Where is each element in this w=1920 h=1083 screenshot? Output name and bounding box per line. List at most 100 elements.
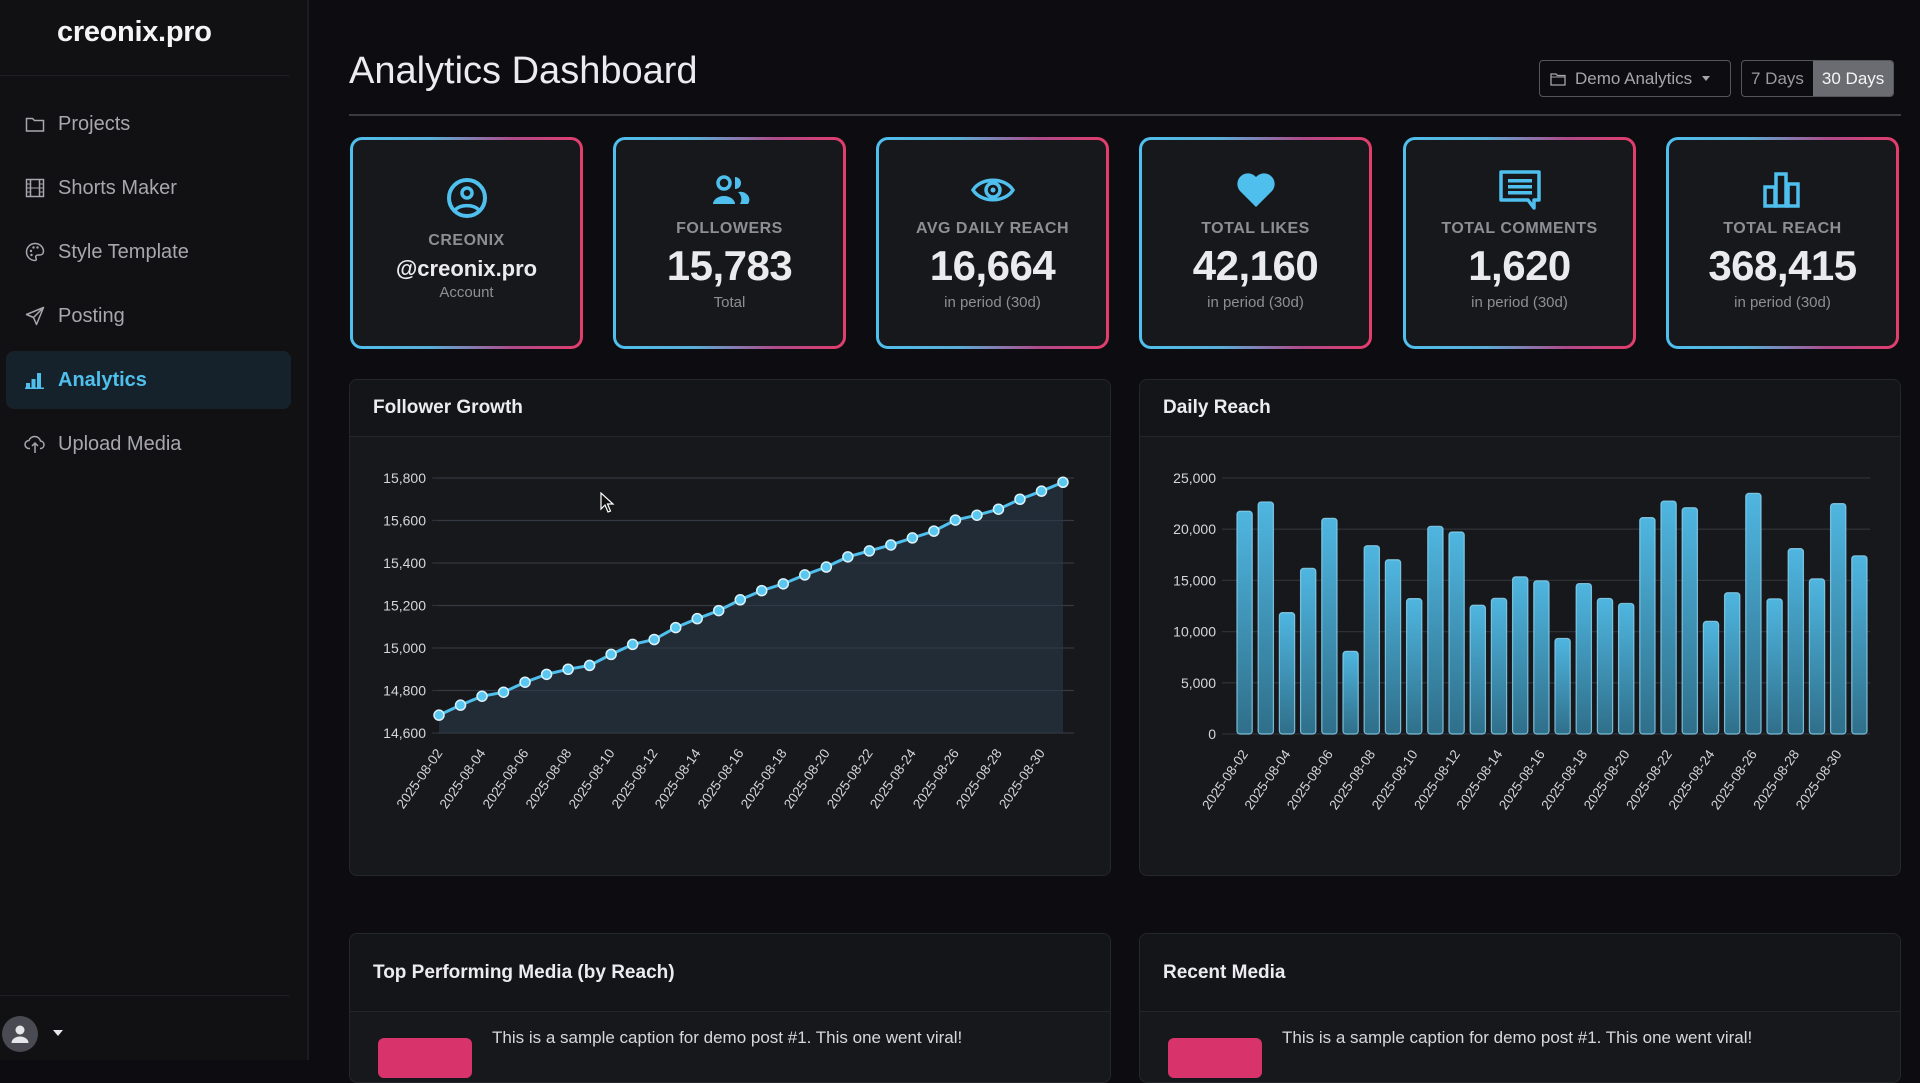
y-tick-label: 10,000 (1173, 624, 1216, 640)
folder-icon (24, 113, 46, 135)
sidebar-item-analytics[interactable]: Analytics (6, 351, 291, 409)
data-point (992, 503, 1005, 515)
media-list-item[interactable]: This is a sample caption for demo post #… (350, 1012, 1110, 1078)
bar (1278, 612, 1296, 735)
data-point (949, 514, 962, 526)
divider (0, 75, 289, 76)
bar (1363, 545, 1381, 735)
bar (1681, 507, 1699, 735)
range-30-days-button[interactable]: 30 Days (1812, 61, 1894, 96)
stat-sub: in period (30d) (1207, 294, 1304, 311)
data-point (454, 699, 467, 711)
area-fill (439, 482, 1063, 733)
range-7-days-button[interactable]: 7 Days (1751, 68, 1804, 88)
stat-sub: in period (30d) (1734, 294, 1831, 311)
brand-logo[interactable]: creonix.pro (57, 16, 212, 48)
data-point (476, 690, 488, 702)
stat-sub: in period (30d) (944, 294, 1041, 311)
data-point (863, 545, 876, 557)
data-point (540, 668, 553, 681)
data-point (756, 584, 768, 597)
send-icon (24, 305, 46, 327)
top-media-panel: Top Performing Media (by Reach) This is … (349, 933, 1111, 1083)
project-select[interactable]: Demo Analytics (1539, 60, 1731, 97)
stat-label: TOTAL COMMENTS (1441, 220, 1598, 237)
bar (1299, 567, 1317, 735)
data-point (1035, 485, 1048, 497)
bar (1511, 576, 1529, 735)
y-tick-label: 15,000 (383, 640, 426, 656)
stat-sub: in period (30d) (1471, 294, 1568, 311)
panel-title: Top Performing Media (by Reach) (350, 934, 1110, 1012)
daily-reach-panel: Daily Reach 0 5,000 10,000 15,000 20,000 25,0… (1139, 379, 1901, 876)
stat-card-total-comments: TOTAL COMMENTS 1,620 in period (30d) (1403, 137, 1636, 349)
bar (1236, 510, 1253, 735)
bar (1405, 598, 1423, 735)
bar (1321, 517, 1338, 735)
bar (1808, 578, 1826, 735)
data-point (971, 509, 983, 521)
media-thumbnail[interactable] (1168, 1038, 1262, 1078)
bar-chart-icon (1762, 170, 1804, 210)
bar (1342, 650, 1359, 735)
y-tick-label: 15,800 (383, 470, 426, 486)
bar (1384, 559, 1402, 735)
bar (1766, 598, 1783, 735)
sidebar-item-label: Posting (58, 304, 125, 327)
chevron-down-icon (1702, 76, 1711, 81)
data-point (562, 663, 574, 675)
media-list-item[interactable]: This is a sample caption for demo post #… (1140, 1012, 1900, 1078)
bar (1829, 502, 1847, 735)
cloud-upload-icon (24, 433, 46, 455)
stat-card-account: CREONIX @creonix.pro Account (350, 137, 583, 349)
data-point (1014, 493, 1026, 505)
recent-media-panel: Recent Media This is a sample caption fo… (1139, 933, 1901, 1083)
data-point (433, 709, 445, 721)
user-avatar-icon (11, 1025, 29, 1043)
sidebar-item-shorts-maker[interactable]: Shorts Maker (6, 159, 291, 217)
bar-chart-icon (24, 369, 46, 391)
media-caption: This is a sample caption for demo post #… (1282, 1028, 1753, 1047)
data-point (648, 633, 660, 646)
stat-card-total-reach: TOTAL REACH 368,415 in period (30d) (1666, 137, 1899, 349)
stat-card-total-likes: TOTAL LIKES 42,160 in period (30d) (1139, 137, 1372, 349)
data-point (583, 659, 596, 672)
media-caption: This is a sample caption for demo post #… (492, 1028, 963, 1047)
data-point (497, 686, 510, 698)
panel-title: Daily Reach (1140, 380, 1900, 437)
sidebar-item-upload-media[interactable]: Upload Media (6, 415, 291, 473)
divider (0, 995, 289, 996)
users-icon (710, 170, 750, 210)
eye-icon (970, 170, 1015, 210)
stat-label: FOLLOWERS (676, 220, 783, 237)
bar (1575, 582, 1593, 735)
media-thumbnail[interactable] (378, 1038, 472, 1078)
stat-card-avg-daily-reach: AVG DAILY REACH 16,664 in period (30d) (876, 137, 1109, 349)
stat-value: 368,415 (1708, 242, 1857, 289)
y-tick-label: 14,800 (383, 683, 426, 699)
user-avatar[interactable] (2, 1016, 38, 1052)
comment-icon (1498, 170, 1541, 210)
bar (1702, 620, 1720, 735)
follower-growth-panel: Follower Growth 14,600 14,800 15,000 15,200… (349, 379, 1111, 876)
bar (1490, 597, 1508, 735)
data-point (906, 532, 919, 544)
stat-value: 42,160 (1192, 242, 1319, 289)
bar (1787, 548, 1805, 735)
user-menu-caret-icon[interactable] (53, 1030, 63, 1036)
project-select-value: Demo Analytics (1575, 68, 1693, 88)
sidebar-item-style-template[interactable]: Style Template (6, 223, 291, 281)
film-icon (24, 177, 46, 199)
bar (1745, 492, 1762, 735)
sidebar-item-projects[interactable]: Projects (6, 95, 291, 153)
stat-sub: Account (439, 284, 494, 301)
folder-icon (1550, 72, 1566, 86)
y-tick-label: 20,000 (1173, 521, 1216, 537)
palette-icon (24, 241, 46, 263)
stat-value: 15,783 (666, 242, 793, 289)
bar (1660, 500, 1677, 735)
y-tick-label: 5,000 (1181, 675, 1216, 691)
panel-title: Follower Growth (350, 380, 1110, 437)
sidebar-item-posting[interactable]: Posting (6, 287, 291, 345)
bar (1257, 501, 1275, 735)
